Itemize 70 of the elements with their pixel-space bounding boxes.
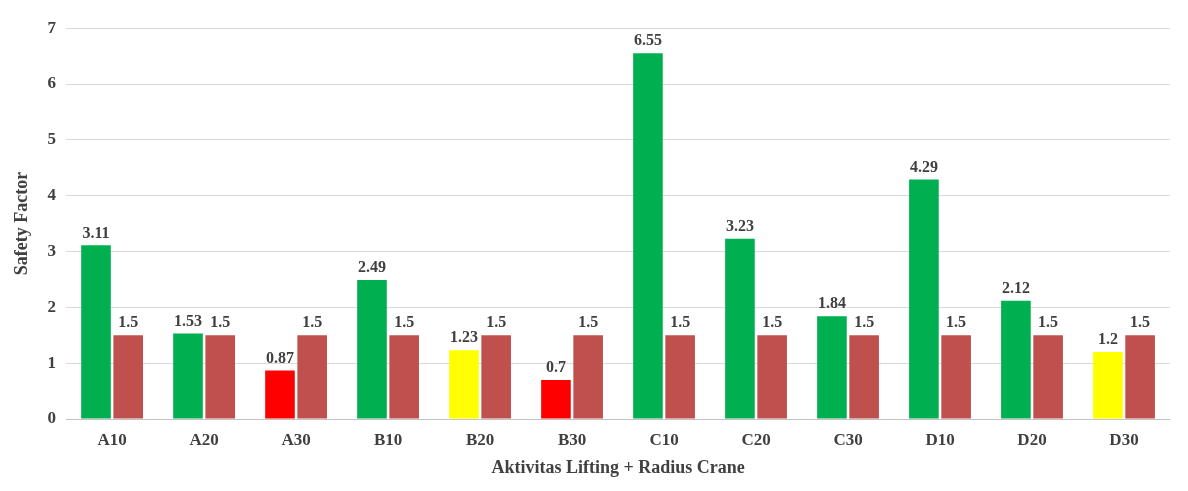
y-tick-label: 0 (47, 408, 57, 428)
bar (389, 335, 419, 419)
x-tick-label: B10 (373, 429, 403, 449)
data-label: 1.5 (762, 313, 783, 331)
y-tick-label: 1 (47, 352, 57, 372)
data-label: 1.5 (302, 313, 323, 331)
bar (449, 350, 479, 419)
x-tick-label: D30 (1109, 429, 1139, 449)
data-label: 1.5 (486, 313, 507, 331)
data-label: 0.87 (265, 348, 294, 366)
data-label: 1.5 (394, 313, 415, 331)
data-label: 1.5 (578, 313, 599, 331)
bar (817, 316, 847, 419)
x-tick-label: D10 (925, 429, 955, 449)
bar (941, 335, 971, 419)
x-tick-label: B30 (557, 429, 587, 449)
bar (725, 238, 755, 419)
y-tick-label: 5 (47, 129, 57, 149)
x-axis-title: Aktivitas Lifting + Radius Crane (491, 456, 745, 477)
data-label: 2.12 (1001, 278, 1030, 296)
x-tick-label: C10 (649, 429, 679, 449)
bar (297, 335, 327, 419)
bar (81, 245, 111, 419)
y-tick-label: 4 (47, 185, 57, 205)
bar (541, 379, 571, 419)
data-label: 1.5 (854, 313, 875, 331)
data-label: 1.5 (210, 313, 231, 331)
x-tick-label: A10 (97, 429, 127, 449)
data-label: 3.23 (725, 216, 754, 234)
bar (633, 53, 663, 419)
y-tick-label: 3 (47, 240, 57, 260)
data-label: 0.7 (545, 358, 566, 376)
bar (1125, 335, 1155, 419)
bar (909, 179, 939, 419)
bar (113, 335, 144, 419)
data-label: 1.23 (449, 328, 478, 346)
x-tick-label: C30 (833, 429, 863, 449)
data-label: 1.5 (1038, 313, 1059, 331)
data-label: 4.29 (909, 157, 938, 175)
y-axis-title: Safety Factor (11, 171, 32, 276)
data-label: 1.5 (670, 313, 691, 331)
bar (357, 279, 387, 419)
x-tick-label: C20 (741, 429, 771, 449)
bar (757, 335, 787, 419)
x-tick-label: A20 (189, 429, 219, 449)
bar (665, 335, 695, 419)
data-label: 1.5 (118, 313, 139, 331)
bar (573, 335, 603, 419)
x-tick-label: D20 (1017, 429, 1047, 449)
data-label: 1.5 (1130, 313, 1151, 331)
data-label: 3.11 (82, 223, 110, 241)
data-label: 2.49 (357, 258, 386, 276)
bar (265, 370, 295, 419)
x-tick-label: B20 (465, 429, 495, 449)
bar (481, 335, 511, 419)
bar (205, 335, 235, 419)
bar (1033, 335, 1063, 419)
x-tick-label: A30 (281, 429, 311, 449)
bar (849, 335, 879, 419)
bar (1093, 352, 1123, 419)
data-label: 1.2 (1097, 330, 1118, 348)
bar (1001, 300, 1031, 419)
data-label: 1.53 (173, 311, 202, 329)
y-tick-label: 6 (47, 73, 57, 93)
data-label: 1.5 (946, 313, 967, 331)
y-tick-label: 2 (47, 296, 57, 316)
bar (173, 333, 203, 419)
y-tick-label: 7 (47, 17, 57, 37)
data-label: 6.55 (633, 31, 662, 49)
data-label: 1.84 (817, 294, 846, 312)
